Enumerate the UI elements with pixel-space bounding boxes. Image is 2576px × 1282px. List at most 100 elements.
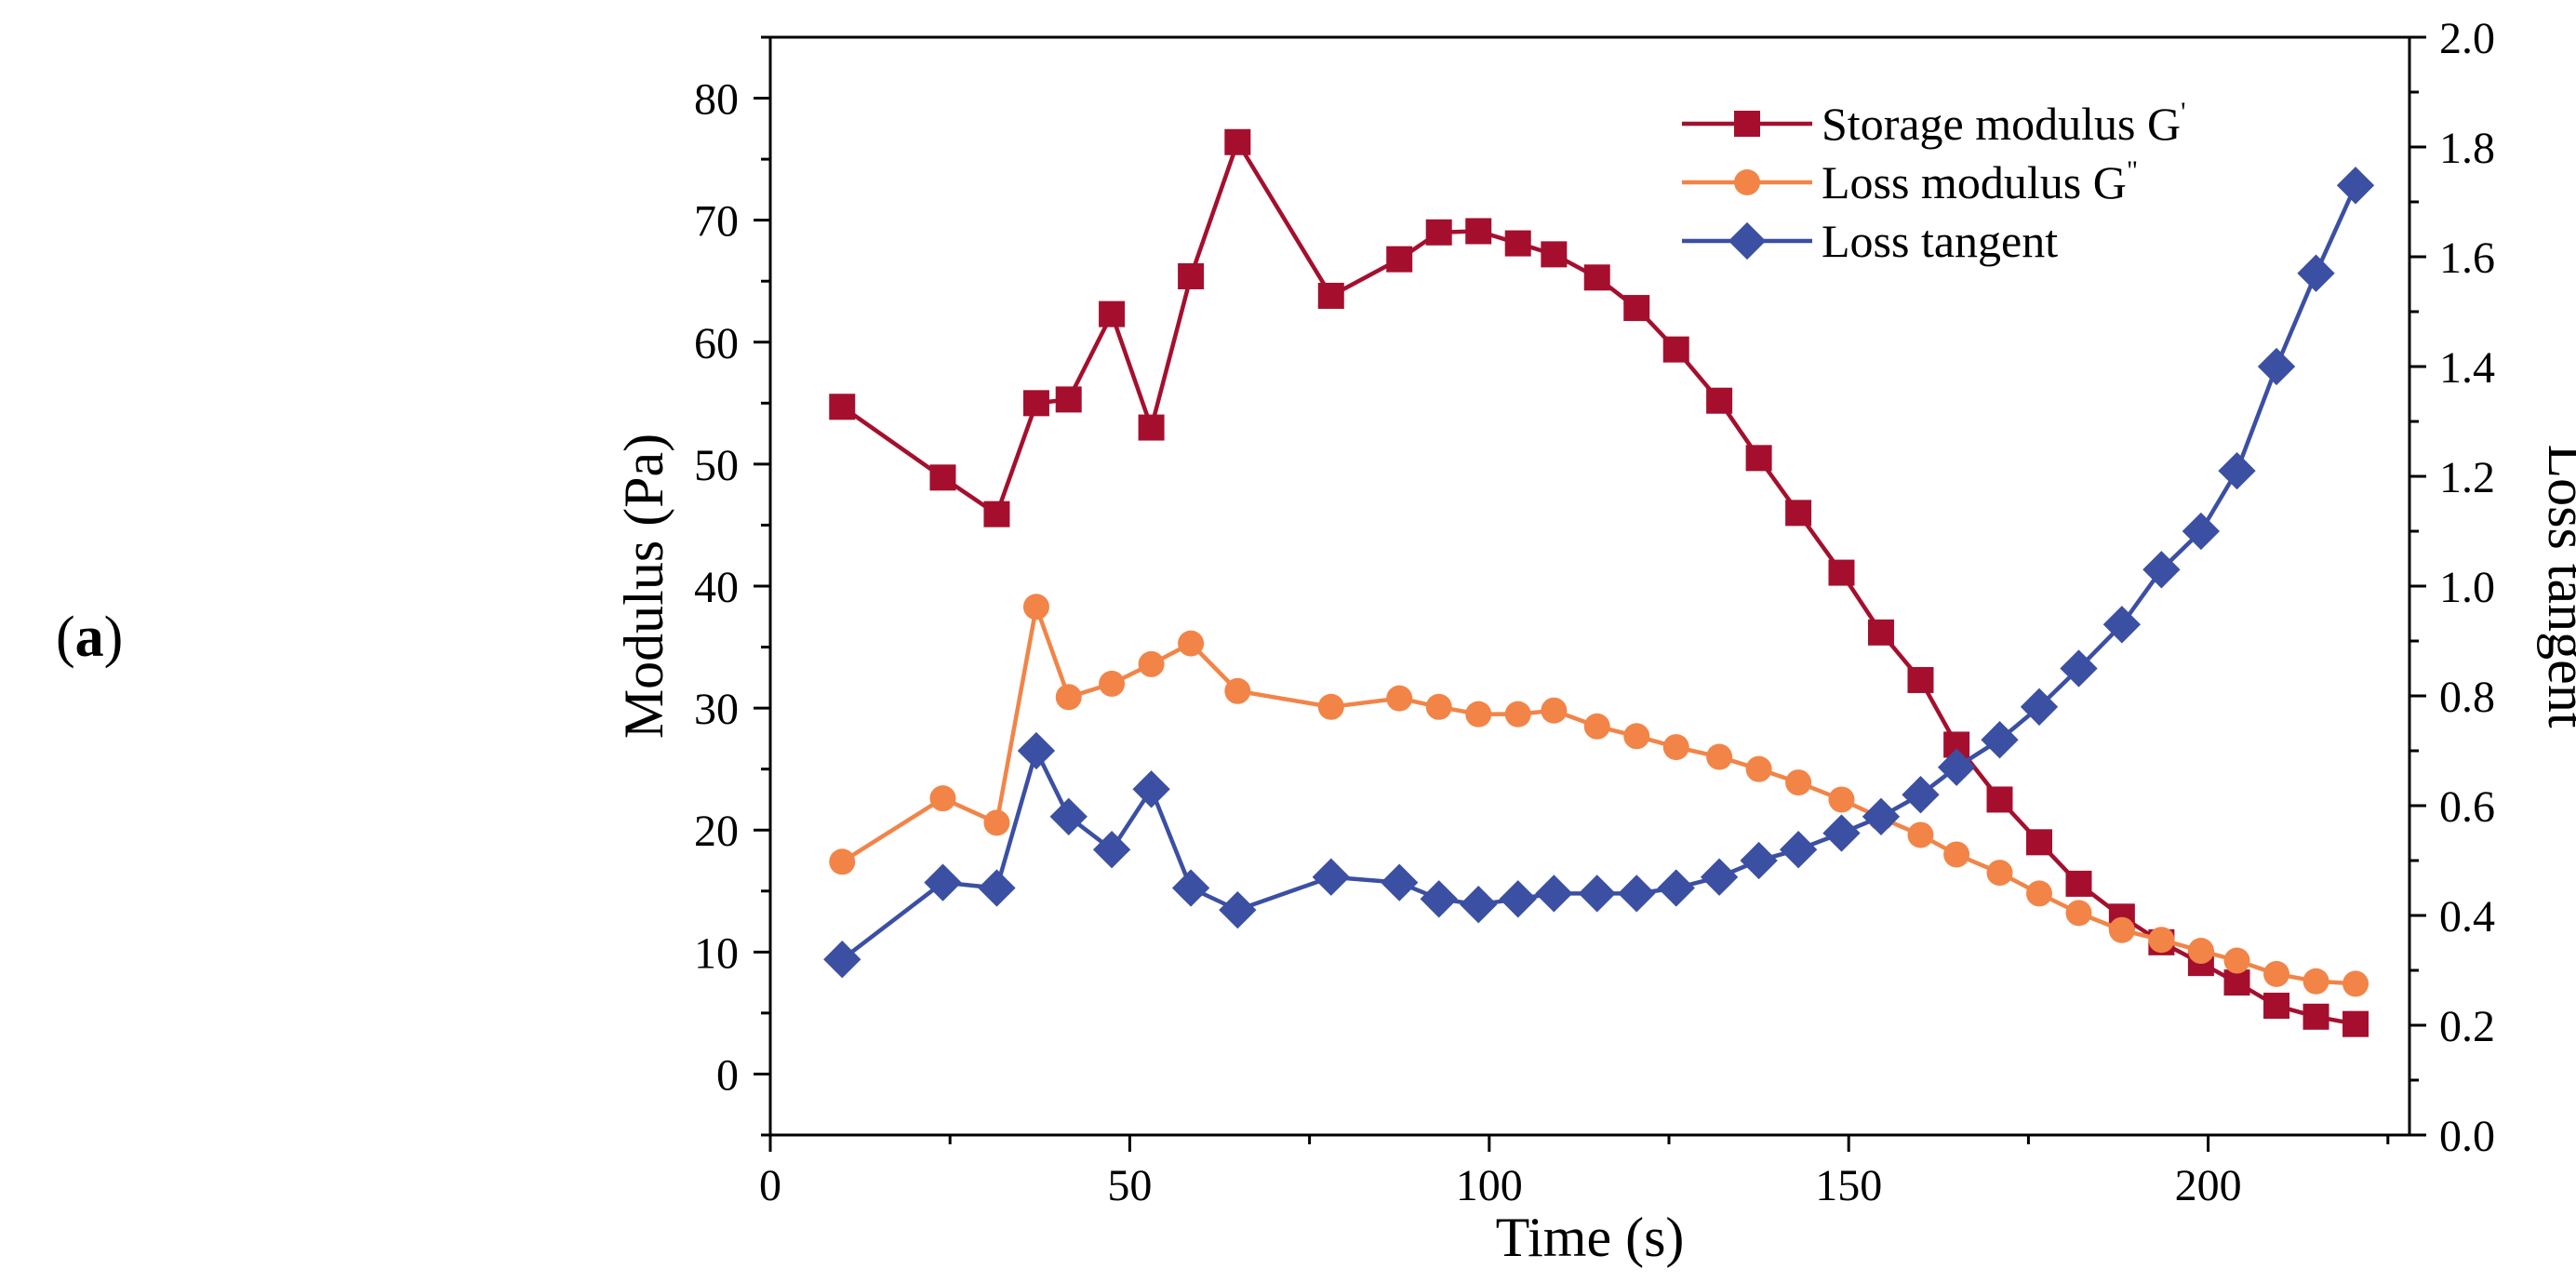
loss-modulus-point bbox=[1583, 713, 1610, 740]
storage-modulus-point bbox=[1706, 387, 1733, 414]
loss-modulus-point bbox=[1662, 734, 1689, 761]
loss-tangent-point bbox=[924, 863, 962, 901]
storage-modulus-point bbox=[929, 464, 956, 491]
legend-loss-modulus-label-text: Loss modulus G bbox=[1822, 156, 2127, 208]
loss-tangent-point bbox=[2336, 167, 2375, 205]
loss-tangent-point bbox=[1219, 890, 1257, 929]
storage-modulus-point bbox=[1623, 295, 1650, 322]
loss-modulus-point bbox=[1138, 650, 1165, 677]
y-right-tick-label: 2.0 bbox=[2439, 14, 2495, 63]
x-axis-label: Time (s) bbox=[1496, 1207, 1685, 1268]
loss-modulus-point bbox=[1706, 743, 1733, 770]
y-left-tick-label: 80 bbox=[694, 75, 739, 125]
loss-modulus-point bbox=[1623, 723, 1650, 750]
loss-tangent-point bbox=[2102, 606, 2142, 644]
y-left-tick-label: 70 bbox=[694, 197, 739, 247]
y-right-tick-label: 1.2 bbox=[2439, 453, 2495, 502]
loss-tangent-point bbox=[1981, 721, 2019, 759]
x-tick-label: 100 bbox=[1456, 1161, 1523, 1210]
y-left-tick-label: 40 bbox=[694, 563, 739, 612]
loss-tangent-line bbox=[840, 184, 2358, 961]
loss-modulus-point bbox=[983, 809, 1010, 836]
storage-modulus-point bbox=[1662, 336, 1689, 363]
y-axis-left-label: Modulus (Pa) bbox=[613, 434, 674, 739]
loss-modulus-point bbox=[1541, 697, 1568, 724]
loss-tangent-point bbox=[1618, 875, 1656, 913]
legend-storage-modulus-label-text: Storage modulus G bbox=[1822, 98, 2181, 150]
loss-modulus-point bbox=[2148, 927, 2175, 954]
storage-modulus-point bbox=[1138, 414, 1165, 441]
loss-modulus-point bbox=[929, 785, 956, 812]
loss-modulus-point bbox=[829, 848, 856, 875]
loss-modulus-series bbox=[829, 594, 2369, 997]
loss-modulus-point bbox=[1178, 630, 1205, 657]
storage-modulus-point bbox=[1022, 390, 1049, 417]
legend-loss-modulus-label: Loss modulus G" bbox=[1822, 155, 2138, 208]
legend-loss-tangent-marker bbox=[1728, 221, 1767, 260]
loss-modulus-point bbox=[1022, 594, 1049, 621]
y-left-tick-label: 0 bbox=[716, 1050, 739, 1100]
y-right-tick-label: 1.4 bbox=[2439, 343, 2495, 393]
loss-tangent-point bbox=[1171, 869, 1210, 907]
x-tick-label: 0 bbox=[759, 1161, 781, 1210]
loss-tangent-point bbox=[1420, 880, 1458, 918]
loss-tangent-point bbox=[1779, 831, 1818, 869]
legend-loss-modulus-marker bbox=[1734, 169, 1760, 195]
storage-modulus-point bbox=[1425, 219, 1452, 246]
y-right-tick-label: 0.0 bbox=[2439, 1112, 2495, 1161]
loss-tangent-point bbox=[1902, 776, 1940, 814]
y-left-tick-label: 20 bbox=[694, 807, 739, 856]
loss-modulus-point bbox=[2187, 938, 2214, 965]
axes-layer: 0 50 100 150 200 0 10 20 30 40 50 60 70 80 0.0 0.2 0.4 0.… bbox=[694, 14, 2495, 1210]
storage-modulus-point bbox=[1099, 300, 1126, 327]
loss-modulus-point bbox=[1785, 769, 1812, 796]
y-right-tick-label: 1.8 bbox=[2439, 124, 2495, 173]
storage-modulus-point bbox=[1785, 500, 1812, 527]
storage-modulus-point bbox=[1504, 230, 1531, 257]
storage-modulus-point bbox=[1583, 264, 1610, 291]
storage-modulus-series bbox=[829, 128, 2369, 1037]
storage-modulus-point bbox=[1224, 128, 1251, 155]
loss-tangent-point bbox=[2060, 649, 2098, 688]
storage-modulus-point bbox=[1055, 386, 1082, 413]
storage-modulus-point bbox=[2342, 1010, 2369, 1037]
loss-tangent-point bbox=[1499, 880, 1537, 918]
loss-tangent-point bbox=[1535, 875, 1573, 913]
loss-tangent-point bbox=[978, 869, 1016, 907]
loss-tangent-point bbox=[2182, 512, 2221, 551]
loss-tangent-point bbox=[2218, 451, 2256, 490]
loss-modulus-point bbox=[1745, 755, 1772, 782]
loss-modulus-point bbox=[2223, 947, 2250, 974]
legend-storage-modulus-marker bbox=[1734, 111, 1760, 137]
loss-modulus-point bbox=[2108, 916, 2135, 943]
loss-tangent-point bbox=[1312, 858, 1350, 896]
y-right-tick-label: 0.8 bbox=[2439, 673, 2495, 722]
storage-modulus-point bbox=[829, 394, 856, 421]
loss-tangent-series bbox=[823, 167, 2375, 979]
loss-tangent-point bbox=[1822, 814, 1861, 852]
storage-modulus-point bbox=[1986, 786, 2013, 813]
storage-modulus-point bbox=[1828, 559, 1855, 586]
loss-modulus-point bbox=[2342, 970, 2369, 997]
loss-modulus-point bbox=[1943, 841, 1970, 868]
legend-storage-modulus-label-prime: ' bbox=[2181, 97, 2185, 127]
legend-loss-tangent-label: Loss tangent bbox=[1822, 215, 2058, 267]
loss-tangent-point bbox=[1937, 748, 1976, 786]
storage-modulus-point bbox=[1178, 262, 1205, 289]
storage-modulus-point bbox=[1386, 246, 1413, 273]
loss-tangent-point bbox=[1381, 863, 1419, 901]
loss-tangent-point bbox=[1017, 731, 1056, 770]
storage-modulus-point bbox=[1465, 218, 1492, 245]
storage-modulus-point bbox=[983, 501, 1010, 527]
loss-modulus-point bbox=[1099, 670, 1126, 697]
loss-tangent-point bbox=[1132, 770, 1170, 808]
storage-modulus-point bbox=[1907, 666, 1934, 693]
y-right-tick-label: 0.2 bbox=[2439, 1002, 2495, 1051]
y-right-tick-label: 0.6 bbox=[2439, 782, 2495, 832]
loss-tangent-point bbox=[823, 941, 861, 979]
storage-modulus-point bbox=[1867, 619, 1894, 646]
loss-tangent-point bbox=[2020, 688, 2059, 726]
loss-tangent-point bbox=[1092, 831, 1131, 869]
loss-tangent-point bbox=[1657, 869, 1695, 907]
